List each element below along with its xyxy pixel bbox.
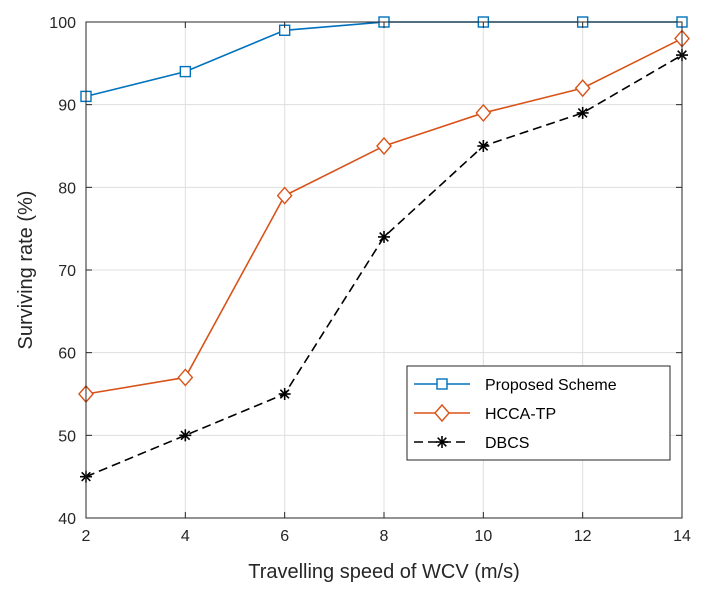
legend: Proposed Scheme HCCA-TP DBCS — [406, 365, 671, 461]
legend-label: Proposed Scheme — [485, 377, 617, 394]
x-tick-label: 10 — [474, 528, 492, 545]
legend-marker — [436, 378, 448, 390]
y-tick-label: 70 — [58, 263, 76, 280]
legend-label: DBCS — [485, 435, 529, 452]
legend-item-hcca-tp: HCCA-TP — [414, 403, 556, 423]
x-tick-label: 4 — [181, 528, 190, 545]
y-tick-label: 100 — [49, 15, 76, 32]
data-point-dbcs — [378, 230, 390, 243]
data-point-hcca-tp — [574, 79, 591, 98]
legend-label: HCCA-TP — [485, 406, 556, 423]
data-point-dbcs — [278, 388, 291, 400]
y-tick-label: 90 — [58, 98, 76, 115]
data-point-hcca-tp — [276, 186, 293, 205]
data-point-dbcs — [179, 429, 192, 442]
data-point-dbcs — [576, 106, 589, 119]
x-tick-label: 8 — [380, 528, 389, 545]
x-tick-label: 14 — [673, 528, 691, 545]
y-tick-labels: 40 50 60 70 80 90 100 — [49, 15, 76, 528]
data-point-dbcs — [477, 140, 490, 152]
data-point-hcca-tp — [177, 368, 194, 387]
legend-marker — [434, 403, 450, 423]
y-tick-label: 40 — [58, 511, 76, 528]
x-tick-labels: 2 4 6 8 10 12 14 — [82, 528, 691, 545]
x-tick-label: 12 — [574, 528, 592, 545]
y-tick-label: 50 — [58, 428, 76, 445]
y-axis-label: Surviving rate (%) — [15, 191, 37, 350]
x-axis-label: Travelling speed of WCV (m/s) — [248, 561, 520, 583]
legend-item-dbcs: DBCS — [414, 435, 529, 452]
y-tick-label: 80 — [58, 180, 76, 197]
data-point-hcca-tp — [475, 103, 492, 122]
legend-marker — [436, 436, 448, 448]
x-tick-label: 2 — [82, 528, 91, 545]
legend-item-proposed-scheme: Proposed Scheme — [414, 377, 617, 394]
axis-ticks — [85, 21, 683, 519]
data-point-proposed-scheme — [179, 65, 192, 78]
x-tick-label: 6 — [280, 528, 289, 545]
grid-lines — [86, 22, 682, 518]
data-point-hcca-tp — [376, 136, 392, 156]
y-tick-label: 60 — [58, 346, 76, 363]
